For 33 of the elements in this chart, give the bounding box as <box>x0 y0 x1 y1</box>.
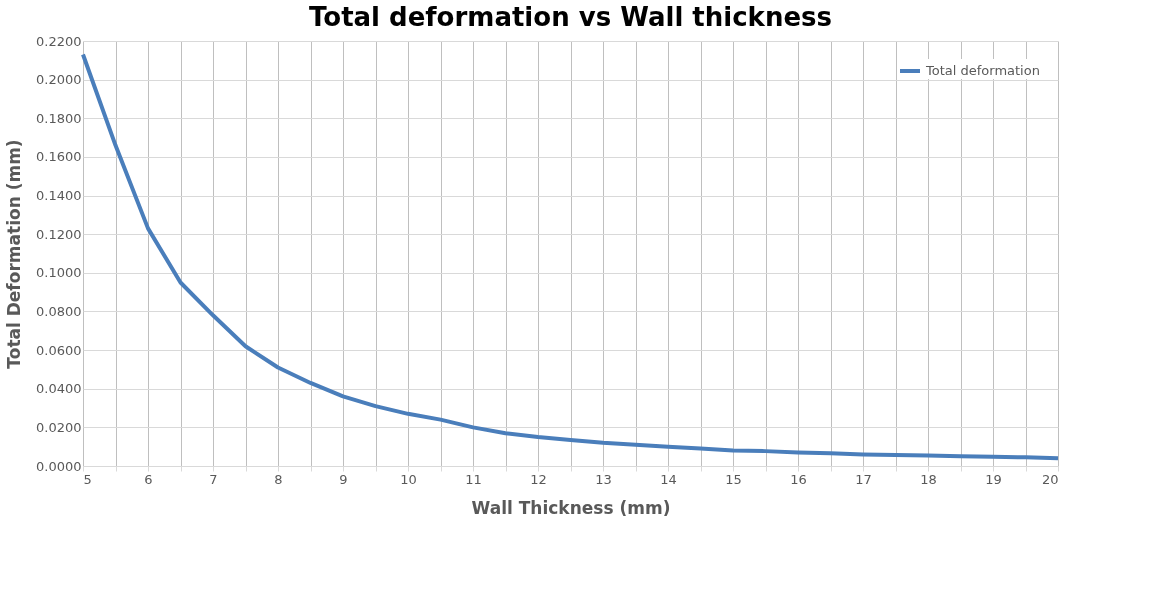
y-tick-label: 0.1200 <box>36 226 82 242</box>
y-axis-title: Total Deformation (mm) <box>4 139 25 369</box>
x-tick-label: 6 <box>144 471 153 487</box>
x-tick-label: 10 <box>400 471 417 487</box>
x-tick-label: 8 <box>274 471 283 487</box>
y-tick-label: 0.0400 <box>36 381 82 397</box>
x-tick-label: 18 <box>920 471 937 487</box>
x-tick-label: 20 <box>1041 471 1059 487</box>
line-series <box>81 52 1060 461</box>
x-tick-label: 9 <box>339 471 348 487</box>
y-tick-label: 0.1800 <box>36 110 82 126</box>
x-axis-title: Wall Thickness (mm) <box>471 497 671 518</box>
y-tick-label: 0.0200 <box>36 419 82 435</box>
x-tick-label: 15 <box>725 471 742 487</box>
y-tick-label: 0.1400 <box>36 188 82 204</box>
y-tick-label: 0.0600 <box>36 342 82 358</box>
x-tick-label: 16 <box>790 471 807 487</box>
y-tick-label: 0.0000 <box>36 458 82 474</box>
y-tick-label: 0.2000 <box>36 72 82 88</box>
y-tick-label: 0.1000 <box>36 265 82 281</box>
x-tick-label: 14 <box>660 471 677 487</box>
x-tick-label: 11 <box>465 471 482 487</box>
x-tick-label: 5 <box>83 471 92 487</box>
legend-label: Total deformation <box>925 63 1040 78</box>
x-tick-label: 12 <box>530 471 547 487</box>
chart-title: Total deformation vs Wall thickness <box>308 2 833 32</box>
y-tick-label: 0.0800 <box>36 303 82 319</box>
y-tick-label: 0.1600 <box>36 149 82 165</box>
x-tick-label: 7 <box>209 471 218 487</box>
x-tick-label: 17 <box>855 471 872 487</box>
x-tick-label: 19 <box>985 471 1002 487</box>
y-tick-label: 0.2200 <box>36 33 82 49</box>
x-tick-label: 13 <box>595 471 612 487</box>
